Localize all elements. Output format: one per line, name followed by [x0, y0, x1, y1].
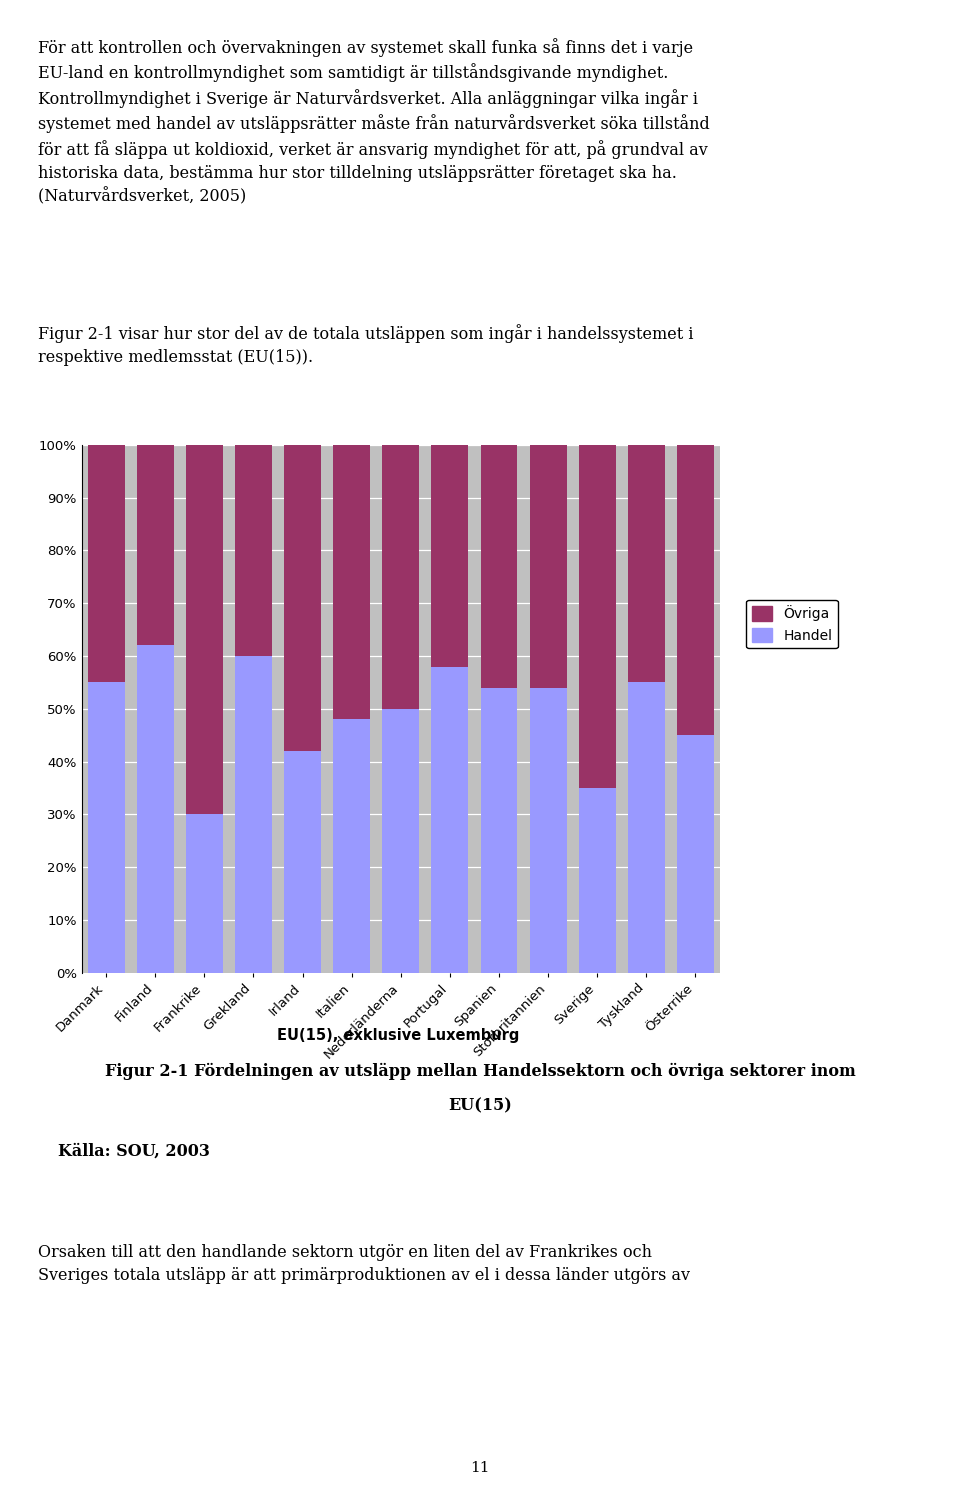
- Bar: [382, 709, 420, 973]
- Bar: [137, 645, 174, 973]
- Bar: [382, 445, 420, 709]
- Bar: [530, 445, 566, 688]
- Bar: [333, 445, 371, 719]
- Bar: [481, 688, 517, 973]
- Bar: [579, 445, 615, 789]
- Bar: [481, 445, 517, 688]
- Bar: [235, 656, 272, 973]
- Bar: [186, 445, 223, 814]
- Bar: [186, 814, 223, 973]
- Bar: [628, 445, 664, 683]
- Bar: [87, 683, 125, 973]
- Bar: [137, 445, 174, 645]
- Bar: [284, 751, 321, 973]
- Text: För att kontrollen och övervakningen av systemet skall funka så finns det i varj: För att kontrollen och övervakningen av …: [38, 38, 710, 205]
- Bar: [628, 683, 664, 973]
- Legend: Övriga, Handel: Övriga, Handel: [746, 600, 838, 648]
- Text: 11: 11: [470, 1461, 490, 1475]
- Bar: [333, 719, 371, 973]
- Bar: [87, 445, 125, 683]
- Bar: [530, 688, 566, 973]
- Text: Orsaken till att den handlande sektorn utgör en liten del av Frankrikes och
Sver: Orsaken till att den handlande sektorn u…: [38, 1244, 690, 1283]
- Bar: [677, 736, 714, 973]
- Text: Figur 2-1 visar hur stor del av de totala utsläppen som ingår i handelssystemet : Figur 2-1 visar hur stor del av de total…: [38, 324, 694, 366]
- Text: EU(15): EU(15): [448, 1098, 512, 1114]
- Text: Källa: SOU, 2003: Källa: SOU, 2003: [58, 1143, 209, 1160]
- Text: EU(15), exklusive Luxemburg: EU(15), exklusive Luxemburg: [277, 1028, 519, 1044]
- Bar: [284, 445, 321, 751]
- Bar: [677, 445, 714, 736]
- Text: Figur 2-1 Fördelningen av utsläpp mellan Handelssektorn och övriga sektorer inom: Figur 2-1 Fördelningen av utsläpp mellan…: [105, 1063, 855, 1080]
- Bar: [235, 445, 272, 656]
- Bar: [579, 789, 615, 973]
- Bar: [431, 667, 468, 973]
- Bar: [431, 445, 468, 667]
